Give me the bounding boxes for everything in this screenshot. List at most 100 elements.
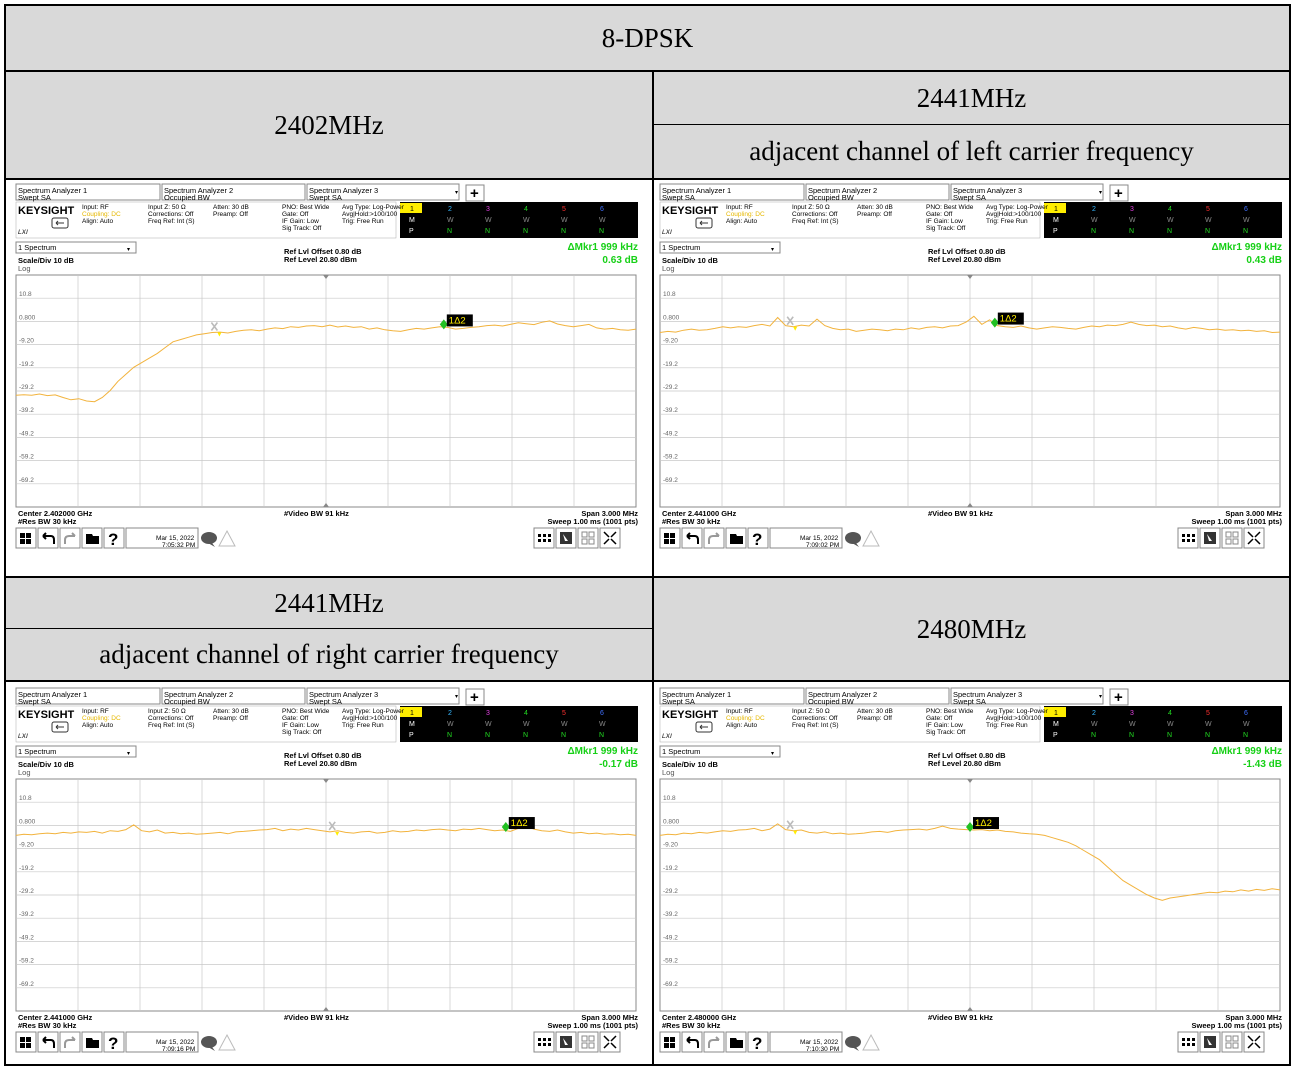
y-tick-label: 0.800 [19, 818, 36, 825]
analyzer-frame: ▾ +1MP2WN3WN4WN5WN6WN▾10.80.800-9.20-19.2… [15, 183, 638, 549]
fullscreen-icon[interactable] [599, 1031, 621, 1053]
touch-icon[interactable] [555, 1031, 577, 1053]
view-select[interactable]: 1 Spectrum [18, 747, 57, 756]
avgtype-label: Avg Type: Log-Power [342, 708, 404, 715]
windows-icon[interactable] [15, 527, 37, 549]
layout-icon[interactable] [577, 527, 599, 549]
svg-text:W: W [599, 217, 606, 224]
view-select[interactable]: 1 Spectrum [18, 243, 57, 252]
gate-label: Gate: Off [926, 715, 953, 722]
windows-icon[interactable] [659, 1031, 681, 1053]
undo-icon[interactable] [681, 527, 703, 549]
tab2-mode[interactable]: Occupied BW [808, 697, 854, 706]
windows-icon[interactable] [15, 1031, 37, 1053]
y-tick-label: -49.2 [19, 934, 34, 941]
undo-icon[interactable] [37, 527, 59, 549]
windows-icon[interactable] [659, 527, 681, 549]
coupling-label: Coupling: DC [82, 715, 121, 722]
delta-marker-label-box [973, 817, 999, 830]
span-label: Span 3.000 MHz [1225, 1013, 1282, 1022]
redo-icon[interactable] [59, 527, 81, 549]
tab3-name[interactable]: Spectrum Analyzer 3 [953, 690, 1023, 699]
add-tab-button[interactable] [465, 688, 485, 706]
view-select[interactable]: 1 Spectrum [662, 747, 701, 756]
preamp-label: Preamp: Off [857, 211, 892, 218]
dots-icon[interactable] [533, 527, 555, 549]
touch-icon[interactable] [1199, 527, 1221, 549]
tab2-name[interactable]: Spectrum Analyzer 2 [808, 186, 878, 195]
marker-label: ΔMkr1 999 kHz [567, 242, 638, 253]
fullscreen-icon[interactable] [1243, 1031, 1265, 1053]
date-label: Mar 15, 2022 [156, 535, 195, 542]
ref-level: Ref Level 20.80 dBm [284, 255, 357, 264]
layout-icon[interactable] [577, 1031, 599, 1053]
touch-icon[interactable] [1199, 1031, 1221, 1053]
tab3-name[interactable]: Spectrum Analyzer 3 [309, 186, 379, 195]
tab2-mode[interactable]: Occupied BW [164, 193, 210, 202]
add-tab-button[interactable] [465, 184, 485, 202]
tab1-name[interactable]: Spectrum Analyzer 1 [662, 186, 732, 195]
tab1-name[interactable]: Spectrum Analyzer 1 [18, 690, 88, 699]
undo-icon[interactable] [681, 1031, 703, 1053]
avgtype-label: Avg Type: Log-Power [342, 204, 404, 211]
fullscreen-icon[interactable] [599, 527, 621, 549]
tab2-name[interactable]: Spectrum Analyzer 2 [164, 186, 234, 195]
add-tab-button[interactable] [1109, 688, 1129, 706]
tab2-mode[interactable]: Occupied BW [164, 697, 210, 706]
video-bw: #Video BW 91 kHz [284, 1013, 349, 1022]
help-icon[interactable]: ? [103, 527, 125, 549]
dots-icon[interactable] [533, 1031, 555, 1053]
undo-icon[interactable] [37, 1031, 59, 1053]
tab2-name[interactable]: Spectrum Analyzer 2 [164, 690, 234, 699]
svg-text:P: P [1053, 732, 1058, 739]
view-select[interactable]: 1 Spectrum [662, 243, 701, 252]
tab2-mode[interactable]: Occupied BW [808, 193, 854, 202]
datetime-box [769, 1031, 843, 1053]
folder-icon[interactable] [81, 1031, 103, 1053]
analyzer-tab-2 [161, 183, 306, 201]
redo-icon[interactable] [703, 1031, 725, 1053]
touch-icon[interactable] [555, 527, 577, 549]
dots-icon[interactable] [1177, 1031, 1199, 1053]
tab1-name[interactable]: Spectrum Analyzer 1 [18, 186, 88, 195]
tab2-name[interactable]: Spectrum Analyzer 2 [808, 690, 878, 699]
tab3-mode[interactable]: Swept SA [309, 697, 342, 706]
analyzer-tab-1 [15, 687, 161, 705]
y-tick-label: -59.2 [19, 454, 34, 461]
folder-icon[interactable] [81, 527, 103, 549]
layout-icon[interactable] [1221, 1031, 1243, 1053]
tab1-mode[interactable]: Swept SA [18, 697, 51, 706]
svg-text:M: M [1053, 721, 1059, 728]
fullscreen-icon[interactable] [1243, 527, 1265, 549]
tab3-mode[interactable]: Swept SA [953, 697, 986, 706]
tab3-name[interactable]: Spectrum Analyzer 3 [953, 186, 1023, 195]
tab1-name[interactable]: Spectrum Analyzer 1 [662, 690, 732, 699]
tab1-mode[interactable]: Swept SA [662, 697, 695, 706]
help-icon[interactable]: ? [747, 527, 769, 549]
help-icon[interactable]: ? [747, 1031, 769, 1053]
freqref-label: Freq Ref: Int (S) [792, 218, 839, 225]
res-bw: #Res BW 30 kHz [662, 517, 721, 526]
svg-text:4: 4 [1168, 710, 1172, 717]
tab1-mode[interactable]: Swept SA [18, 193, 51, 202]
dots-icon[interactable] [1177, 527, 1199, 549]
tab3-mode[interactable]: Swept SA [309, 193, 342, 202]
folder-icon[interactable] [725, 527, 747, 549]
log-label: Log [662, 768, 675, 777]
help-icon[interactable]: ? [103, 1031, 125, 1053]
cell-subheading-3: adjacent channel of right carrier freque… [6, 629, 652, 680]
tab3-mode[interactable]: Swept SA [953, 193, 986, 202]
tab3-name[interactable]: Spectrum Analyzer 3 [309, 690, 379, 699]
settings-panel [15, 705, 397, 743]
redo-icon[interactable] [703, 527, 725, 549]
reference-marker [786, 820, 794, 830]
warning-icon [862, 529, 880, 547]
add-tab-button[interactable] [1109, 184, 1129, 202]
redo-icon[interactable] [59, 1031, 81, 1053]
svg-text:N: N [599, 732, 604, 739]
folder-icon[interactable] [725, 1031, 747, 1053]
tab1-mode[interactable]: Swept SA [662, 193, 695, 202]
svg-text:N: N [1205, 732, 1210, 739]
svg-text:N: N [447, 732, 452, 739]
layout-icon[interactable] [1221, 527, 1243, 549]
